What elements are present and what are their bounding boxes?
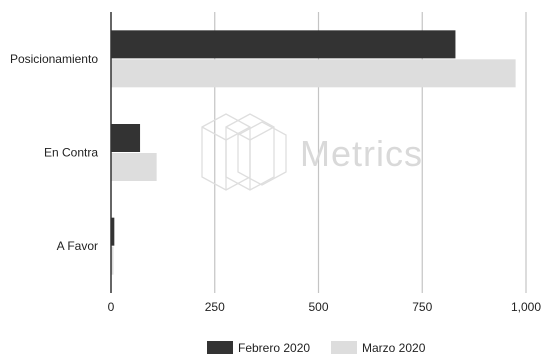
grid-lines [214,12,527,293]
category-label-1: En Contra [44,146,98,160]
category-label-0: Posicionamiento [10,52,98,66]
legend-swatch-0 [207,341,233,354]
bar-1-0 [111,124,141,152]
watermark: Metrics [201,113,423,191]
x-tick-label-3: 750 [412,300,432,314]
x-tick-label-0: 0 [108,300,115,314]
bars [111,30,516,275]
bar-2-1 [111,246,114,275]
bar-0-0 [111,30,456,59]
category-labels: Posicionamiento En Contra A Favor [10,52,98,253]
legend-label-1: Marzo 2020 [362,341,426,355]
x-tick-label-1: 250 [205,300,225,314]
category-label-2: A Favor [57,239,98,253]
x-tick-label-2: 500 [308,300,328,314]
bar-1-1 [111,153,157,181]
watermark-cube-icon [201,113,287,191]
legend-label-0: Febrero 2020 [238,341,310,355]
x-tick-label-4: 1,000 [511,300,541,314]
watermark-text: Metrics [300,133,423,174]
bar-0-1 [111,59,516,88]
legend-swatch-1 [331,341,357,354]
legend: Febrero 2020 Marzo 2020 [207,341,426,355]
x-tick-labels: 0 250 500 750 1,000 [108,300,541,314]
bar-2-0 [111,217,115,246]
